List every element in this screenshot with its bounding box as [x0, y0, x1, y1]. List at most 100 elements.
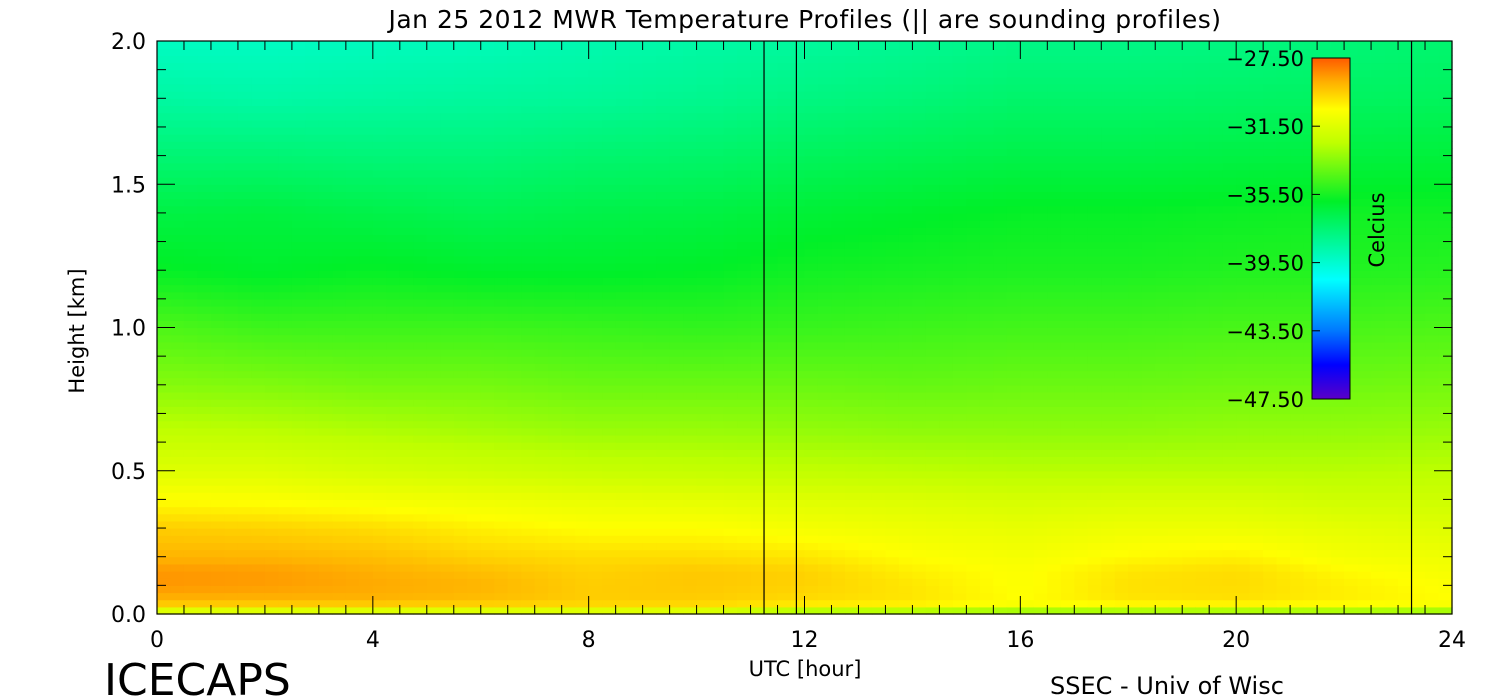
heatmap-cell — [764, 384, 779, 393]
heatmap-cell — [683, 105, 698, 114]
heatmap-cell — [157, 542, 172, 551]
heatmap-cell — [844, 126, 860, 135]
heatmap-cell — [925, 606, 940, 615]
heatmap-cell — [683, 499, 698, 508]
heatmap-cell — [925, 463, 940, 472]
heatmap-cell — [224, 155, 239, 164]
heatmap-cell — [588, 363, 603, 372]
heatmap-cell — [534, 449, 549, 458]
heatmap-cell — [669, 191, 684, 200]
heatmap-cell — [669, 434, 684, 443]
heatmap-cell — [629, 563, 644, 572]
heatmap-cell — [305, 520, 320, 529]
heatmap-cell — [386, 169, 401, 178]
heatmap-cell — [372, 119, 387, 128]
heatmap-cell — [602, 155, 617, 164]
heatmap-cell — [399, 470, 414, 479]
heatmap-cell — [237, 528, 253, 536]
heatmap-cell — [925, 599, 940, 608]
heatmap-cell — [710, 184, 725, 193]
heatmap-cell — [548, 341, 563, 350]
heatmap-cell — [885, 277, 900, 286]
heatmap-cell — [251, 399, 266, 407]
heatmap-cell — [197, 248, 212, 257]
heatmap-cell — [251, 241, 266, 250]
heatmap-cell — [629, 528, 644, 536]
heatmap-cell — [764, 542, 779, 551]
heatmap-cell — [278, 449, 293, 458]
heatmap-cell — [507, 212, 522, 221]
heatmap-cell — [480, 105, 495, 114]
heatmap-cell — [696, 98, 711, 107]
heatmap-cell — [507, 456, 522, 465]
heatmap-cell — [750, 463, 765, 472]
heatmap-cell — [669, 227, 684, 235]
heatmap-cell — [817, 55, 833, 64]
heatmap-cell — [440, 477, 455, 486]
heatmap-cell — [399, 98, 414, 107]
heatmap-cell — [871, 141, 887, 150]
heatmap-cell — [291, 270, 306, 278]
heatmap-cell — [669, 98, 684, 107]
heatmap-cell — [615, 485, 630, 493]
heatmap-cell — [264, 191, 280, 200]
heatmap-cell — [615, 399, 630, 407]
heatmap-cell — [588, 528, 603, 536]
heatmap-cell — [494, 592, 509, 601]
heatmap-cell — [305, 320, 320, 329]
heatmap-cell — [912, 420, 927, 429]
heatmap-cell — [359, 477, 374, 486]
heatmap-cell — [399, 506, 414, 515]
heatmap-cell — [602, 91, 617, 99]
heatmap-cell — [440, 399, 455, 407]
heatmap-cell — [453, 184, 468, 193]
heatmap-cell — [898, 477, 914, 486]
heatmap-cell — [332, 69, 347, 78]
heatmap-cell — [278, 499, 293, 508]
heatmap-cell — [885, 492, 900, 500]
heatmap-cell — [656, 384, 671, 393]
heatmap-cell — [764, 234, 779, 243]
heatmap-cell — [696, 528, 711, 536]
heatmap-cell — [170, 313, 185, 321]
heatmap-cell — [548, 470, 563, 479]
heatmap-cell — [871, 384, 887, 393]
heatmap-cell — [710, 91, 725, 99]
heatmap-cell — [777, 277, 792, 286]
heatmap-cell — [575, 391, 590, 400]
heatmap-cell — [615, 599, 630, 608]
heatmap-cell — [453, 434, 468, 443]
heatmap-cell — [993, 370, 1008, 379]
heatmap-cell — [318, 449, 333, 458]
heatmap-cell — [183, 248, 199, 257]
heatmap-cell — [372, 270, 387, 278]
heatmap-cell — [575, 62, 590, 71]
heatmap-cell — [885, 513, 900, 522]
heatmap-cell — [197, 442, 212, 450]
heatmap-cell — [521, 248, 536, 257]
heatmap-cell — [251, 463, 266, 472]
heatmap-cell — [575, 134, 590, 142]
heatmap-cell — [359, 62, 374, 71]
heatmap-cell — [925, 427, 940, 436]
heatmap-cell — [656, 83, 671, 92]
heatmap-cell — [210, 456, 226, 465]
heatmap-cell — [372, 198, 387, 207]
heatmap-cell — [237, 556, 253, 565]
heatmap-cell — [197, 313, 212, 321]
heatmap-cell — [656, 298, 671, 307]
heatmap-cell — [386, 291, 401, 300]
heatmap-cell — [737, 162, 752, 171]
heatmap-cell — [642, 549, 657, 558]
heatmap-cell — [224, 377, 239, 386]
heatmap-cell — [804, 126, 819, 135]
heatmap-cell — [831, 563, 846, 572]
heatmap-cell — [426, 83, 441, 92]
heatmap-cell — [548, 198, 563, 207]
heatmap-cell — [710, 442, 725, 450]
heatmap-cell — [750, 191, 765, 200]
heatmap-cell — [804, 413, 819, 422]
heatmap-cell — [305, 191, 320, 200]
heatmap-cell — [615, 227, 630, 235]
heatmap-cell — [170, 248, 185, 257]
